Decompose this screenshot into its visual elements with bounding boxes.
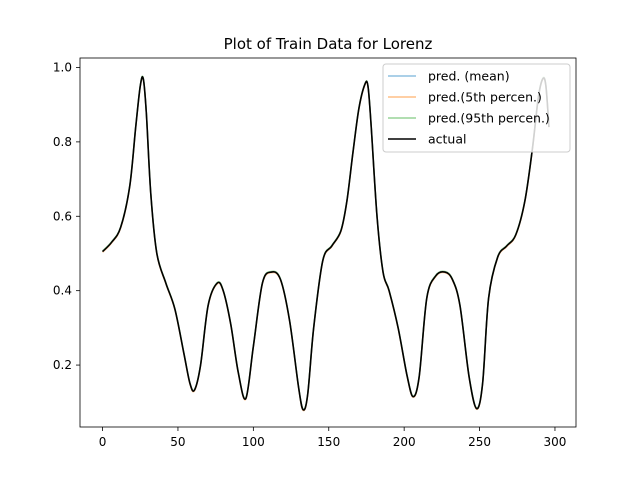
legend: pred. (mean) pred.(5th percen.) pred.(95th… xyxy=(382,63,571,153)
y-tick-label: 0.2 xyxy=(53,358,72,372)
plot-frame xyxy=(79,57,577,428)
legend-label: actual xyxy=(428,132,467,147)
y-tick-label: 0.4 xyxy=(53,284,72,298)
x-tick-label: 100 xyxy=(242,435,265,449)
x-axis: 0 50 100 150 200 250 300 xyxy=(99,427,567,449)
x-tick-label: 50 xyxy=(170,435,185,449)
y-tick-label: 0.8 xyxy=(53,135,72,149)
series-line-3 xyxy=(101,76,550,411)
legend-label: pred.(5th percen.) xyxy=(428,90,542,105)
legend-label: pred.(95th percen.) xyxy=(428,111,550,126)
x-tick-label: 200 xyxy=(393,435,416,449)
y-tick-label: 1.0 xyxy=(53,60,72,74)
x-tick-label: 300 xyxy=(544,435,567,449)
y-axis: 0.2 0.4 0.6 0.8 1.0 xyxy=(53,60,80,372)
x-tick-label: 0 xyxy=(99,435,107,449)
x-tick-label: 250 xyxy=(468,435,491,449)
plot-lines xyxy=(101,75,550,412)
legend-label: pred. (mean) xyxy=(428,69,510,84)
x-tick-label: 150 xyxy=(317,435,340,449)
y-tick-label: 0.6 xyxy=(53,209,72,223)
chart-title: Plot of Train Data for Lorenz xyxy=(224,35,433,53)
legend-box xyxy=(382,63,571,153)
